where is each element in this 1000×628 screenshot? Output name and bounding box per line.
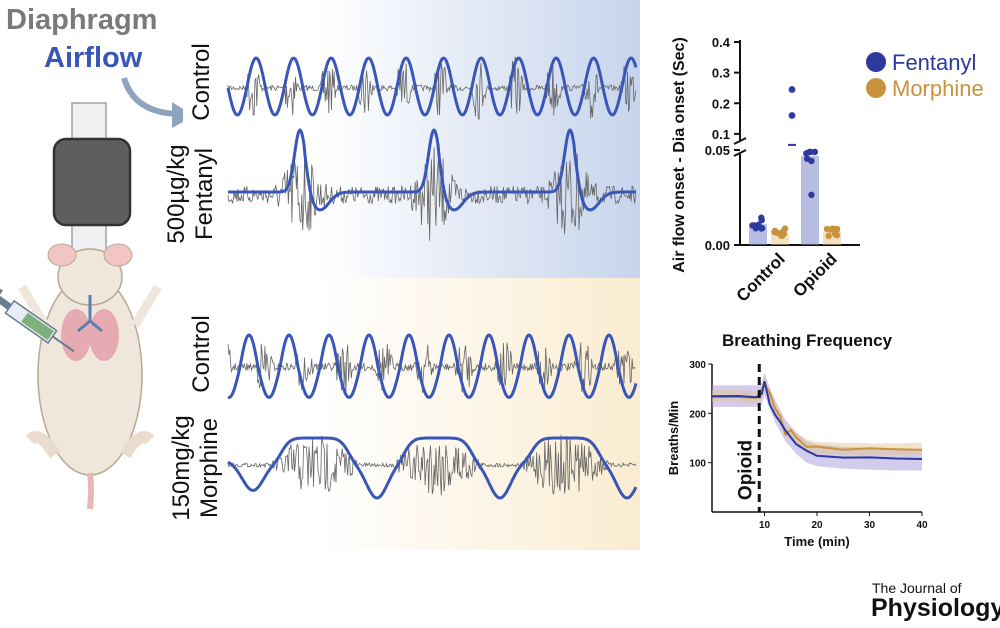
bar-data-point — [811, 148, 818, 156]
bar-axis-break-high — [733, 137, 747, 145]
mouse-plethysmograph-illustration — [0, 102, 162, 510]
morphine-control-airflow — [227, 333, 638, 399]
line-y-tick-label: 100 — [689, 459, 706, 470]
bar-data-point — [825, 232, 832, 240]
bar-y-axis-label: Air flow onset - Dia onset (Sec) — [671, 37, 688, 273]
bar-data-point — [758, 224, 766, 232]
bar-data-point — [808, 157, 815, 165]
morphine-panel-bg — [183, 278, 640, 550]
line-x-tick-label: 30 — [864, 520, 876, 531]
bar-data-point — [833, 226, 841, 233]
breathing-frequency-chart: 100 200 300 10 20 30 40 Time (min) Breaths/Min Op… — [666, 360, 928, 549]
journal-name-line2: Physiology — [871, 594, 1000, 622]
bar-data-point — [750, 222, 758, 229]
line-y-tick-label: 300 — [689, 360, 706, 371]
fentanyl-control-airflow — [226, 56, 638, 117]
bar-data-point — [773, 229, 781, 236]
morphine-drug-emg — [227, 434, 637, 496]
journal-name-line1: The Journal of — [872, 580, 962, 596]
legend-dot-morphine — [866, 78, 886, 98]
legend-airflow: Airflow — [44, 42, 143, 74]
line-x-tick-label: 10 — [759, 520, 771, 531]
bar-data-point — [808, 191, 815, 199]
legend-dot-fentanyl — [866, 52, 886, 72]
bar-y-tick-label: 0.00 — [705, 238, 730, 253]
bar-morphine-control — [771, 233, 789, 245]
opioid-annotation: Opioid — [735, 440, 756, 500]
legend-label-fentanyl: Fentanyl — [892, 50, 976, 75]
line-x-tick-label: 40 — [916, 520, 928, 531]
breathing-frequency-title: Breathing Frequency — [722, 331, 893, 350]
bar-y-tick-label: 0.05 — [705, 143, 730, 158]
legend-label-morphine: Morphine — [892, 76, 984, 101]
line-band-fentanyl — [712, 372, 922, 471]
bar-axis-break-low — [733, 149, 747, 157]
bar-y-tick-label: 0.2 — [712, 96, 730, 111]
line-y-tick-label: 200 — [689, 409, 706, 420]
morphine-drug-airflow — [227, 436, 638, 500]
bar-fentanyl-opioid — [801, 155, 819, 245]
bar-data-point — [780, 230, 788, 237]
line-x-tick-label: 20 — [811, 520, 823, 531]
bar-data-point — [781, 225, 789, 232]
bar-category-label: Control — [733, 249, 789, 305]
line-x-axis-label: Time (min) — [784, 534, 850, 549]
bar-outlier-point — [788, 86, 796, 93]
fentanyl-control-emg — [227, 56, 637, 121]
bar-data-point — [823, 225, 831, 233]
line-y-axis-label: Breaths/Min — [666, 401, 681, 475]
fentanyl-drug-airflow — [227, 128, 637, 212]
onset-delay-bar-chart: 0.00 0.050.1 0.2 0.3 0.4 Air flow onset - Dia… — [671, 35, 984, 306]
bar-y-tick-label: 0.1 — [712, 127, 730, 142]
bar-category-label: Opioid — [789, 249, 840, 300]
bar-data-point — [833, 231, 841, 239]
bar-outlier-point — [788, 112, 796, 119]
bar-y-tick-label: 0.4 — [712, 35, 731, 50]
bar-y-tick-label: 0.3 — [712, 66, 730, 81]
bar-data-point — [758, 214, 765, 221]
fentanyl-drug-emg — [227, 147, 637, 241]
line-band-morphine — [712, 375, 922, 456]
legend-diaphragm: Diaphragm — [6, 4, 158, 36]
fentanyl-panel-bg — [183, 0, 640, 278]
